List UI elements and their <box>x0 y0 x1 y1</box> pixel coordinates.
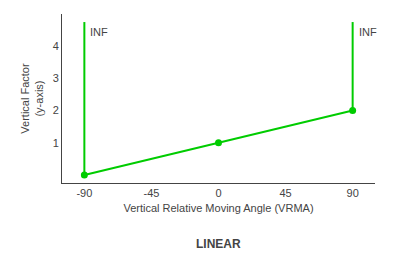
svg-text:-90: -90 <box>76 187 92 199</box>
svg-text:LINEAR: LINEAR <box>196 237 241 251</box>
svg-text:3: 3 <box>53 72 59 84</box>
svg-text:2: 2 <box>53 104 59 116</box>
svg-text:4: 4 <box>53 40 59 52</box>
svg-text:Vertical Factor(y-axis): Vertical Factor(y-axis) <box>19 63 45 134</box>
svg-text:INF: INF <box>359 26 377 38</box>
svg-text:INF: INF <box>90 26 108 38</box>
svg-text:Vertical Relative Moving Angle: Vertical Relative Moving Angle (VRMA) <box>123 202 313 214</box>
svg-text:45: 45 <box>279 187 291 199</box>
svg-text:0: 0 <box>215 187 221 199</box>
svg-text:-45: -45 <box>143 187 159 199</box>
svg-text:1: 1 <box>53 137 59 149</box>
svg-text:90: 90 <box>347 187 359 199</box>
